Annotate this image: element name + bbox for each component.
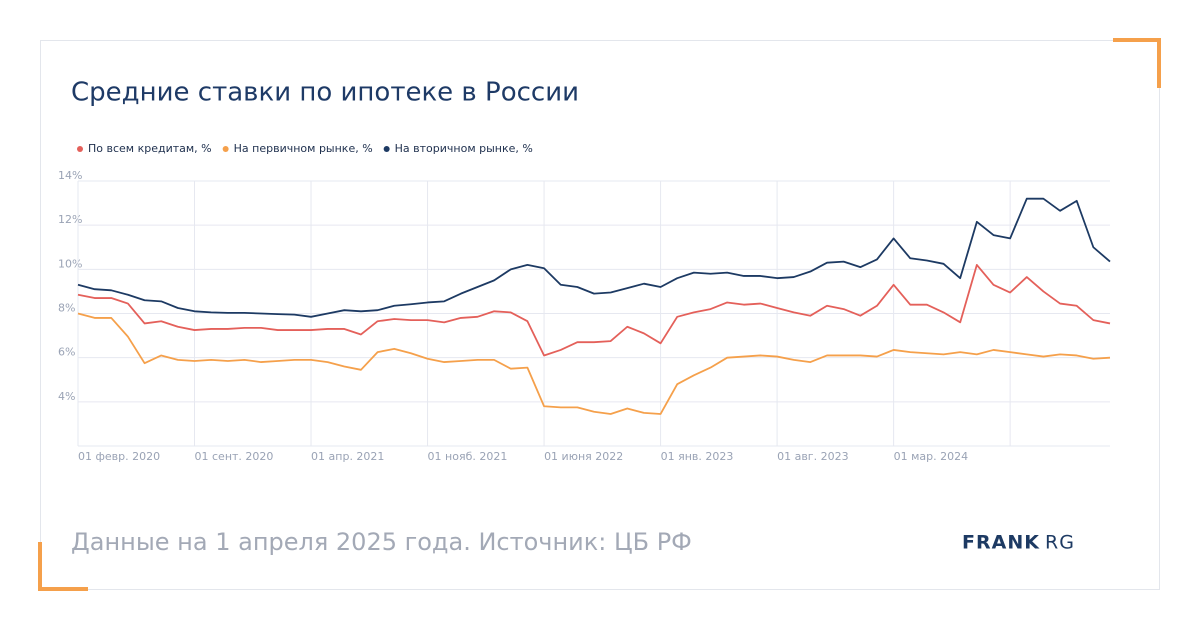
y-tick-label: 8% [58,302,75,315]
x-tick-label: 01 нояб. 2021 [428,450,508,463]
y-tick-label: 10% [58,257,82,270]
x-tick-label: 01 авг. 2023 [777,450,848,463]
corner-accent [1113,38,1161,88]
x-tick-label: 01 янв. 2023 [661,450,734,463]
series-line [77,312,1111,415]
y-tick-label: 4% [58,390,75,403]
chart-title: Средние ставки по ипотеке в России [71,78,579,108]
x-tick-label: 01 июня 2022 [544,450,623,463]
logo: FRANK [962,532,1040,554]
legend-marker [222,146,229,152]
y-tick-label: 12% [58,213,82,226]
x-tick-label: 01 мар. 2024 [894,450,969,463]
source-note: Данные на 1 апреля 2025 года. Источник: … [71,528,692,556]
legend-label: По всем кредитам, % [88,142,212,155]
x-tick-label: 01 февр. 2020 [78,450,160,463]
legend-marker [77,146,83,152]
x-tick-label: 01 апр. 2021 [311,450,384,463]
logo-suffix: RG [1045,532,1075,554]
corner-accent [38,542,88,591]
frame [40,40,1160,590]
series-line [77,264,1111,357]
plot: 4% 6% 8% 10% 12% 14% 01 февр. 2020 01 сент. 202… [58,169,1111,463]
x-tick-label: 01 сент. 2020 [195,450,274,463]
legend: По всем кредитам, % На первичном рынке, %… [77,142,533,155]
y-tick-label: 14% [58,169,82,182]
y-tick-label: 6% [58,346,75,359]
legend-label: На первичном рынке, % [234,142,373,155]
legend-label: На вторичном рынке, % [395,142,533,155]
legend-marker [383,146,390,152]
series-line [77,197,1111,318]
